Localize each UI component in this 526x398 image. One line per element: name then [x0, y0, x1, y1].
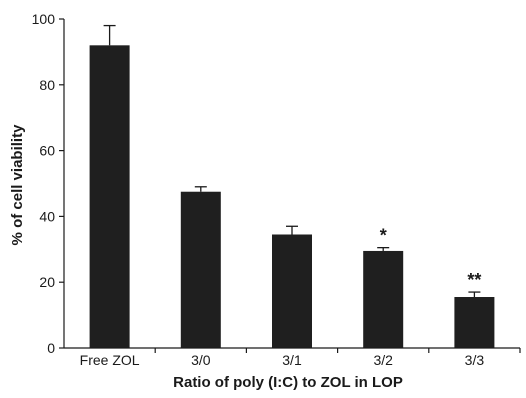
bar-2 [272, 234, 312, 348]
bars: *** [89, 24, 495, 348]
y-tick-label: 100 [32, 11, 56, 27]
x-axis-ticks: Free ZOL 3/0 3/1 3/2 3/3 [80, 348, 521, 368]
y-tick-label: 0 [47, 340, 55, 356]
y-tick-label: 40 [39, 208, 55, 224]
y-axis-title: % of cell viability [9, 124, 26, 246]
x-tick-label: 3/3 [465, 352, 485, 368]
x-axis-title: Ratio of poly (I:C) to ZOL in LOP [173, 374, 403, 391]
y-tick-label: 20 [39, 274, 55, 290]
y-tick-label: 80 [39, 77, 55, 93]
bar-4 [454, 297, 495, 348]
y-tick-label: 60 [39, 143, 55, 159]
y-axis-ticks: 0 20 40 60 80 100 [32, 11, 64, 356]
x-tick-label: 3/2 [373, 352, 393, 368]
x-tick-label: 3/0 [191, 352, 211, 368]
bar-3 [363, 250, 404, 348]
significance-marker-4: ** [467, 270, 481, 290]
x-tick-label: Free ZOL [80, 352, 140, 368]
significance-marker-3: * [380, 226, 387, 246]
bar-1 [180, 191, 221, 348]
bar-0 [89, 45, 130, 348]
x-tick-label: 3/1 [282, 352, 302, 368]
